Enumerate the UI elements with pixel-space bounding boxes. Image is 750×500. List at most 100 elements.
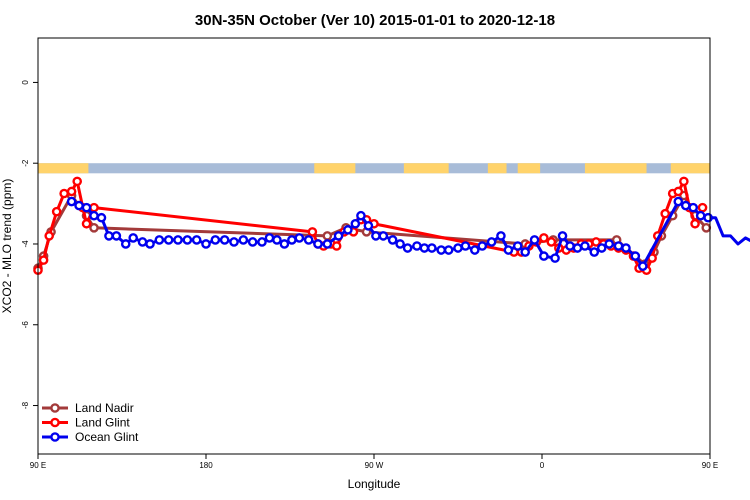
legend-label: Land Glint (75, 416, 130, 430)
data-point (673, 196, 684, 207)
data-point (120, 239, 131, 249)
data-point (690, 218, 700, 229)
data-point (503, 245, 514, 255)
data-point (529, 235, 540, 245)
data-point (303, 235, 314, 245)
data-point (89, 202, 99, 213)
data-point (680, 200, 691, 211)
y-axis: 0 -2 -4 -6 -8 (21, 80, 38, 409)
data-point (613, 241, 624, 251)
data-point (210, 235, 221, 245)
data-point (469, 245, 480, 255)
data-point (96, 212, 107, 223)
data-point (59, 188, 69, 199)
data-point (546, 237, 557, 247)
data-point (402, 243, 413, 253)
data-point (74, 200, 84, 211)
data-point (520, 247, 531, 257)
data-point (427, 243, 437, 253)
data-point (512, 241, 523, 251)
data-point (279, 239, 290, 249)
data-point (539, 233, 549, 243)
x-tick-label: 0 (540, 461, 545, 470)
data-point (128, 233, 138, 243)
data-point (453, 243, 463, 253)
data-point (229, 237, 239, 247)
x-tick-label: 90 E (30, 461, 46, 470)
data-point (163, 235, 174, 245)
data-point (111, 231, 122, 241)
data-point (294, 233, 305, 243)
legend-swatch-point (50, 432, 60, 442)
data-point (257, 237, 267, 247)
data-point (565, 241, 575, 251)
data-point (539, 251, 549, 261)
data-point (322, 231, 333, 241)
data-point (557, 231, 568, 241)
data-point (697, 202, 708, 213)
data-point (443, 245, 454, 255)
data-point (44, 231, 55, 241)
data-point (137, 237, 148, 247)
ocean-band (38, 163, 710, 174)
series-layer (33, 176, 750, 276)
y-tick-label: -4 (21, 240, 30, 248)
data-point (679, 176, 689, 187)
data-point (621, 243, 631, 253)
data-point (378, 231, 389, 241)
data-point (247, 237, 258, 247)
data-point (287, 235, 297, 245)
legend-label: Land Nadir (75, 401, 134, 415)
data-point (460, 241, 471, 251)
data-point (89, 210, 99, 221)
data-point (51, 206, 62, 217)
y-tick-label: -2 (21, 159, 30, 167)
legend-item: Land Nadir (42, 401, 134, 415)
land-band-segment (670, 163, 710, 174)
legend-swatch-point (50, 403, 60, 413)
data-point (412, 241, 422, 251)
data-point (219, 235, 230, 245)
data-point (580, 241, 590, 251)
data-point (387, 235, 398, 245)
data-point (322, 239, 333, 249)
data-point (81, 218, 92, 229)
legend-item: Ocean Glint (42, 430, 139, 444)
data-point (419, 243, 430, 253)
data-point (477, 241, 488, 251)
x-tick-label: 90 W (365, 461, 384, 470)
y-tick-label: 0 (21, 80, 30, 85)
data-point (238, 235, 249, 245)
data-point (589, 247, 600, 257)
x-axis-label: Longitude (348, 477, 401, 491)
y-tick-label: -6 (21, 321, 30, 329)
data-point (673, 186, 684, 197)
data-point (331, 241, 342, 251)
x-axis: 90 E 180 90 W 0 90 E (30, 454, 718, 470)
data-point (436, 245, 447, 255)
x-tick-label: 180 (199, 461, 213, 470)
land-band-segment (403, 163, 449, 174)
legend-swatch-point (50, 417, 60, 428)
data-point (264, 233, 275, 243)
data-point (313, 239, 323, 249)
data-point (550, 253, 560, 263)
land-band-segment (314, 163, 356, 174)
data-point (363, 221, 374, 231)
data-point (201, 239, 211, 249)
data-point (695, 210, 706, 221)
data-point (66, 186, 77, 197)
data-point (486, 237, 497, 247)
data-point (395, 239, 405, 249)
data-point (182, 235, 193, 245)
y-tick-label: -8 (21, 401, 30, 409)
data-point (356, 210, 366, 221)
series-ocean-glint (66, 196, 750, 271)
land-band-segment (584, 163, 647, 174)
data-point (66, 196, 77, 207)
chart-title: 30N-35N October (Ver 10) 2015-01-01 to 2… (195, 12, 555, 29)
land-band-segment (38, 163, 89, 174)
data-point (307, 227, 318, 237)
